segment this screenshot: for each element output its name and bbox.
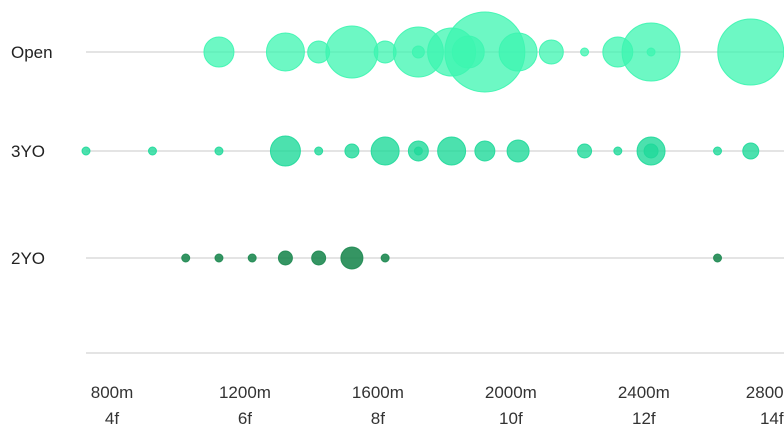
bubble-open-3[interactable] xyxy=(325,25,379,79)
bubble-2yo-0[interactable] xyxy=(181,253,191,263)
bubble-3yo-11[interactable] xyxy=(506,139,530,163)
bubble-3yo-3[interactable] xyxy=(269,135,301,167)
bubble-3yo-2[interactable] xyxy=(214,146,224,156)
bubble-3yo-17[interactable] xyxy=(742,142,760,160)
x-tick-sublabel-3: 10f xyxy=(499,409,523,426)
bubble-3yo-12[interactable] xyxy=(577,143,593,159)
x-tick-label-5: 2800m+ xyxy=(746,383,784,402)
bubble-open-1[interactable] xyxy=(265,32,305,72)
x-tick-label-2: 1600m xyxy=(352,383,404,402)
bubble-3yo-10[interactable] xyxy=(474,140,496,162)
bubble-open-4[interactable] xyxy=(373,40,397,64)
x-tick-sublabel-1: 6f xyxy=(238,409,252,426)
x-tick-label-4: 2400m xyxy=(618,383,670,402)
bubble-3yo-5[interactable] xyxy=(344,143,360,159)
bubble-open-16[interactable] xyxy=(717,18,784,86)
bubble-3yo-6[interactable] xyxy=(370,136,400,166)
x-tick-labels: 800m 4f 1200m 6f 1600m 8f 2000m 10f 2400m 12f 2800… xyxy=(91,383,784,426)
x-tick-sublabel-4: 12f xyxy=(632,409,656,426)
bubble-3yo-0[interactable] xyxy=(81,146,91,156)
bubble-3yo-8[interactable] xyxy=(413,146,423,156)
x-tick-label-0: 800m xyxy=(91,383,134,402)
bubble-open-10[interactable] xyxy=(498,32,538,72)
bubble-2yo-7[interactable] xyxy=(713,253,723,263)
bubble-2yo-4[interactable] xyxy=(311,250,327,266)
bubble-3yo-1[interactable] xyxy=(147,146,157,156)
x-tick-sublabel-5: 14f+ xyxy=(760,409,784,426)
bubble-open-12[interactable] xyxy=(580,47,590,57)
x-tick-sublabel-0: 4f xyxy=(105,409,119,426)
bubble-3yo-13[interactable] xyxy=(613,146,623,156)
bubble-3yo-15[interactable] xyxy=(643,143,659,159)
bubble-open-6[interactable] xyxy=(411,45,425,59)
bubble-open-0[interactable] xyxy=(203,36,235,68)
row-label-open: Open xyxy=(11,43,53,62)
x-tick-label-1: 1200m xyxy=(219,383,271,402)
row-label-2yo: 2YO xyxy=(11,249,45,268)
bubble-3yo-16[interactable] xyxy=(713,146,723,156)
row-label-3yo: 3YO xyxy=(11,142,45,161)
bubble-2yo-3[interactable] xyxy=(277,250,293,266)
bubbles-layer xyxy=(81,11,784,270)
bubble-2yo-2[interactable] xyxy=(247,253,257,263)
bubble-open-11[interactable] xyxy=(538,39,564,65)
bubble-2yo-6[interactable] xyxy=(380,253,390,263)
bubble-3yo-9[interactable] xyxy=(437,136,467,166)
bubble-3yo-4[interactable] xyxy=(314,146,324,156)
bubble-open-15[interactable] xyxy=(646,47,656,57)
x-tick-sublabel-2: 8f xyxy=(371,409,385,426)
bubble-2yo-1[interactable] xyxy=(214,253,224,263)
bubble-2yo-5[interactable] xyxy=(340,246,364,270)
x-tick-label-3: 2000m xyxy=(485,383,537,402)
